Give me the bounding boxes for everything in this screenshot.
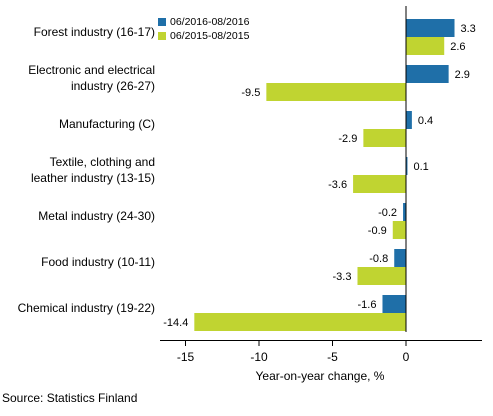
data-label-2015-3: -3.6 bbox=[328, 179, 347, 191]
bar-2016-6 bbox=[382, 295, 406, 313]
category-label-line: industry (26-27) bbox=[70, 79, 155, 93]
data-label-2015-4: -0.9 bbox=[368, 225, 387, 237]
data-label-2015-2: -2.9 bbox=[338, 133, 357, 145]
data-label-2016-5: -0.8 bbox=[369, 253, 388, 265]
x-tick-label-3: 0 bbox=[403, 350, 410, 364]
legend-swatch-2015 bbox=[158, 32, 166, 40]
x-tick-label-1: -10 bbox=[250, 350, 268, 364]
category-label-5: Food industry (10-11) bbox=[0, 254, 155, 270]
category-label-3: Textile, clothing and leather industry (1… bbox=[0, 154, 155, 186]
category-label-line: Forest industry (16-17) bbox=[33, 25, 155, 39]
legend-label-2016: 06/2016-08/2016 bbox=[170, 16, 250, 28]
data-label-2016-0: 3.3 bbox=[461, 23, 476, 35]
category-label-4: Metal industry (24-30) bbox=[0, 208, 155, 224]
bar-2015-1 bbox=[266, 83, 406, 101]
category-label-0: Forest industry (16-17) bbox=[0, 24, 155, 40]
legend-swatch-2016 bbox=[158, 18, 166, 26]
data-label-2015-0: 2.6 bbox=[450, 41, 465, 53]
bar-2016-0 bbox=[406, 19, 455, 37]
category-label-line: Electronic and electrical bbox=[28, 63, 155, 77]
bar-2015-2 bbox=[363, 129, 406, 147]
bar-2015-3 bbox=[353, 175, 406, 193]
bar-2015-5 bbox=[357, 267, 406, 285]
category-label-line: leather industry (13-15) bbox=[30, 171, 155, 185]
bar-2015-4 bbox=[392, 221, 406, 239]
category-label-6: Chemical industry (19-22) bbox=[0, 300, 155, 316]
category-label-1: Electronic and electrical industry (26-27… bbox=[0, 62, 155, 94]
data-label-2016-1: 2.9 bbox=[455, 69, 470, 81]
legend-label-2015: 06/2015-08/2015 bbox=[170, 30, 250, 42]
bar-2016-3 bbox=[406, 157, 408, 175]
bar-2016-5 bbox=[394, 249, 406, 267]
data-label-2016-2: 0.4 bbox=[418, 115, 433, 127]
category-label-2: Manufacturing (C) bbox=[0, 116, 155, 132]
data-label-2016-4: -0.2 bbox=[378, 207, 397, 219]
bar-2016-4 bbox=[403, 203, 406, 221]
x-axis-title: Year-on-year change, % bbox=[256, 369, 385, 383]
legend-item-2015: 06/2015-08/2015 bbox=[158, 30, 250, 42]
bar-2016-1 bbox=[406, 65, 449, 83]
legend-item-2016: 06/2016-08/2016 bbox=[158, 16, 250, 28]
category-label-line: Food industry (10-11) bbox=[41, 255, 155, 269]
category-label-line: Metal industry (24-30) bbox=[38, 209, 155, 223]
category-label-line: Chemical industry (19-22) bbox=[17, 301, 155, 315]
bar-2015-0 bbox=[406, 37, 445, 55]
data-label-2016-3: 0.1 bbox=[413, 161, 428, 173]
category-label-line: Manufacturing (C) bbox=[58, 117, 155, 131]
data-label-2015-6: -14.4 bbox=[163, 317, 188, 329]
bar-2015-6 bbox=[194, 313, 406, 331]
data-label-2015-5: -3.3 bbox=[333, 271, 352, 283]
x-tick-label-0: -15 bbox=[177, 350, 195, 364]
data-label-2015-1: -9.5 bbox=[241, 87, 260, 99]
category-label-line: Textile, clothing and bbox=[49, 155, 155, 169]
x-tick-label-2: -5 bbox=[327, 350, 338, 364]
bar-2016-2 bbox=[406, 111, 412, 129]
data-label-2016-6: -1.6 bbox=[358, 299, 377, 311]
source-note: Source: Statistics Finland bbox=[2, 391, 138, 405]
